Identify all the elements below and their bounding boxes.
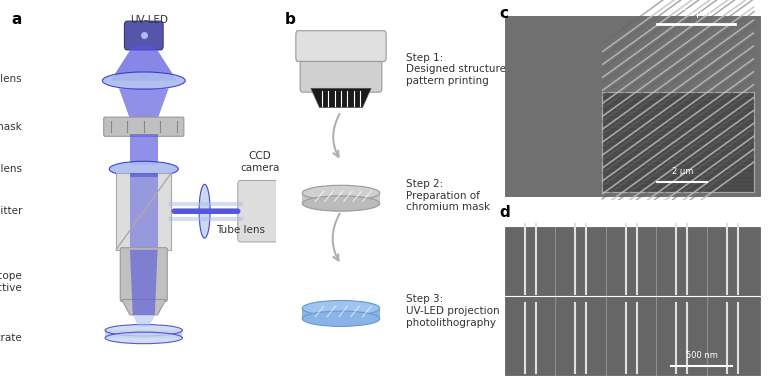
Polygon shape [130, 173, 157, 177]
FancyBboxPatch shape [121, 248, 167, 301]
Text: Step 2:
Preparation of
chromium mask: Step 2: Preparation of chromium mask [406, 179, 490, 212]
FancyBboxPatch shape [602, 92, 754, 192]
Text: 125: 125 [621, 206, 642, 216]
Text: 100: 100 [670, 206, 693, 216]
Polygon shape [119, 88, 169, 119]
Text: UV-LED: UV-LED [131, 15, 168, 25]
Ellipse shape [105, 332, 183, 344]
Ellipse shape [199, 184, 210, 238]
Polygon shape [130, 250, 157, 315]
Text: Tube lens: Tube lens [216, 225, 265, 235]
Text: b: b [285, 12, 296, 26]
Polygon shape [111, 46, 177, 81]
Text: Chromium mask: Chromium mask [0, 122, 22, 132]
FancyBboxPatch shape [238, 180, 282, 242]
Polygon shape [303, 308, 379, 319]
Polygon shape [130, 134, 157, 165]
Ellipse shape [109, 161, 178, 177]
FancyBboxPatch shape [300, 46, 382, 92]
Text: 20 μm: 20 μm [682, 9, 710, 18]
FancyBboxPatch shape [296, 31, 386, 61]
FancyBboxPatch shape [505, 16, 760, 196]
Text: 500 nm: 500 nm [686, 351, 717, 360]
Text: 175: 175 [519, 206, 541, 216]
Text: Substrate: Substrate [0, 333, 22, 343]
FancyBboxPatch shape [104, 117, 184, 136]
Ellipse shape [303, 311, 379, 326]
Polygon shape [303, 193, 379, 204]
Text: Step 3:
UV-LED projection
photolithography: Step 3: UV-LED projection photolithograp… [406, 295, 499, 328]
Polygon shape [105, 330, 183, 338]
Text: 150: 150 [570, 206, 591, 216]
Ellipse shape [303, 185, 379, 201]
Text: 75: 75 [725, 206, 740, 216]
Polygon shape [130, 173, 157, 250]
Text: Tube lens: Tube lens [0, 164, 22, 174]
Text: d: d [500, 205, 511, 220]
Polygon shape [121, 300, 166, 315]
FancyBboxPatch shape [116, 173, 171, 250]
Ellipse shape [303, 300, 379, 316]
Text: Beam splitter: Beam splitter [0, 206, 22, 216]
Polygon shape [311, 88, 371, 108]
Text: 2 μm: 2 μm [671, 167, 693, 176]
Ellipse shape [102, 72, 185, 89]
Text: (nm): (nm) [724, 207, 746, 216]
Text: Convex lens: Convex lens [0, 74, 22, 84]
Ellipse shape [303, 196, 379, 211]
Polygon shape [133, 315, 155, 326]
Text: CCD
camera: CCD camera [240, 151, 280, 173]
Text: Step 1:
Designed structure
pattern printing: Step 1: Designed structure pattern print… [406, 53, 505, 86]
FancyBboxPatch shape [124, 21, 163, 50]
Text: Microscope
objective: Microscope objective [0, 271, 22, 293]
Ellipse shape [105, 324, 183, 336]
FancyBboxPatch shape [505, 227, 760, 375]
Text: a: a [11, 12, 22, 26]
Text: c: c [500, 6, 509, 21]
